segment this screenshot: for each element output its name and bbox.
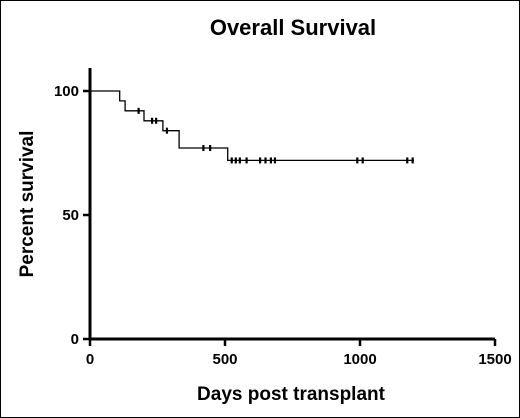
x-tick-label: 0 — [86, 351, 94, 368]
x-tick-label: 1000 — [343, 351, 376, 368]
x-axis-label: Days post transplant — [197, 384, 386, 405]
y-axis-label: Percent survival — [17, 131, 38, 278]
x-tick-label: 1500 — [478, 351, 511, 368]
y-tick-label: 50 — [62, 207, 79, 224]
x-tick-label: 500 — [212, 351, 237, 368]
y-tick-label: 0 — [71, 331, 79, 348]
chart-title: Overall Survival — [210, 15, 376, 40]
plot-area — [90, 90, 414, 164]
axes: 0 500 1000 1500 0 50 100 — [54, 68, 512, 368]
survival-curve — [90, 90, 414, 162]
y-tick-label: 100 — [54, 83, 79, 100]
